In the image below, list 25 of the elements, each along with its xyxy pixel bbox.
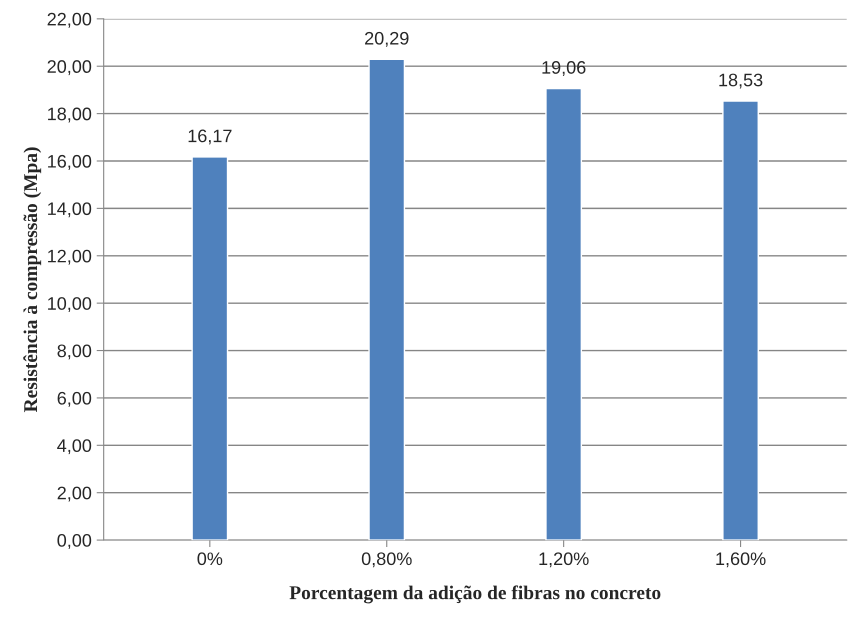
y-axis-title: Resistência à compressão (Mpa) <box>23 147 42 412</box>
x-tick-label: 0% <box>197 552 222 566</box>
y-tick-label: 0,00 <box>57 534 92 549</box>
y-tick-label: 22,00 <box>48 12 92 28</box>
x-tick-label: 1,20% <box>539 552 589 568</box>
y-tick-label: 18,00 <box>48 108 92 122</box>
x-tick-label: 1,60% <box>716 552 766 568</box>
y-tick-label: 10,00 <box>48 297 92 312</box>
y-tick-label: 20,00 <box>48 60 92 76</box>
bar <box>545 88 582 540</box>
y-tick-label: 16,00 <box>48 154 92 170</box>
data-label: 18,53 <box>719 74 762 89</box>
y-tick-label: 2,00 <box>58 486 92 502</box>
y-tick-label: 14,00 <box>48 202 92 218</box>
y-tick-label: 12,00 <box>48 250 92 265</box>
bar <box>368 58 406 540</box>
x-axis-title: Porcentagem da adição de fibras no concreto <box>290 585 660 604</box>
data-label: 16,17 <box>188 130 232 144</box>
bar <box>722 100 759 540</box>
data-label: 20,29 <box>365 32 408 47</box>
y-tick-label: 6,00 <box>58 392 92 407</box>
x-tick-label: 0,80% <box>362 552 412 568</box>
bar <box>191 156 228 540</box>
y-tick-label: 4,00 <box>57 439 92 454</box>
y-tick-label: 8,00 <box>58 344 92 360</box>
